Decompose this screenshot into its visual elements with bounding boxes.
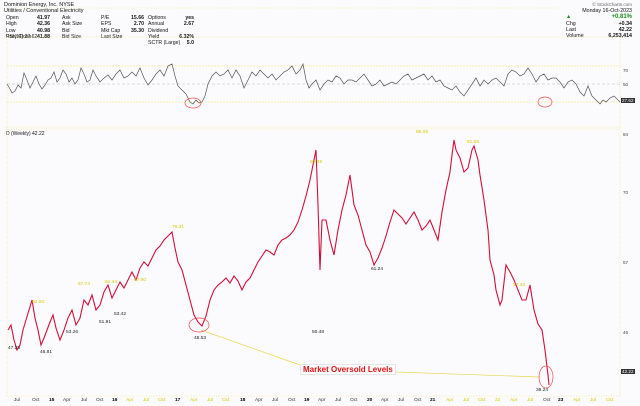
quote-summary: © StockCharts.com Monday 16-Oct-2023 ▲ +0… bbox=[566, 2, 632, 40]
price-tick-57: 57 bbox=[623, 260, 629, 265]
rsi-current-badge: 27.62 bbox=[621, 98, 635, 103]
price-line bbox=[7, 139, 550, 386]
price-oversold-circle-2023 bbox=[538, 365, 554, 389]
rsi-tick-50: 50 bbox=[623, 82, 629, 87]
price-tick-46: 46 bbox=[623, 330, 629, 335]
oversold-trendline bbox=[200, 329, 301, 366]
rsi-oversold-circle-2018 bbox=[184, 97, 202, 109]
symbol-title: Dominion Energy, Inc. NYSE bbox=[4, 2, 75, 8]
up-arrow-icon: ▲ bbox=[566, 14, 572, 21]
quote-date: Monday 16-Oct-2023 bbox=[582, 8, 632, 15]
price-oversold-circle-2018 bbox=[188, 317, 210, 333]
price-current-badge: 42.22 bbox=[621, 369, 635, 374]
price-chart-label: D (Weekly) 42.22 bbox=[6, 131, 45, 137]
rsi-line bbox=[6, 62, 621, 105]
market-oversold-callout: Market Oversold Levels bbox=[300, 364, 396, 375]
sector-subtitle: Utilities / Conventional Electricity bbox=[4, 8, 84, 14]
rsi-oversold-circle-2023 bbox=[537, 96, 553, 108]
rsi-levels bbox=[7, 65, 620, 103]
price-tick-70: 70 bbox=[623, 190, 629, 195]
rsi-tick-70: 70 bbox=[623, 68, 629, 73]
pct-change: +0.81% bbox=[611, 14, 632, 21]
watermark: © StockCharts.com bbox=[592, 2, 632, 7]
